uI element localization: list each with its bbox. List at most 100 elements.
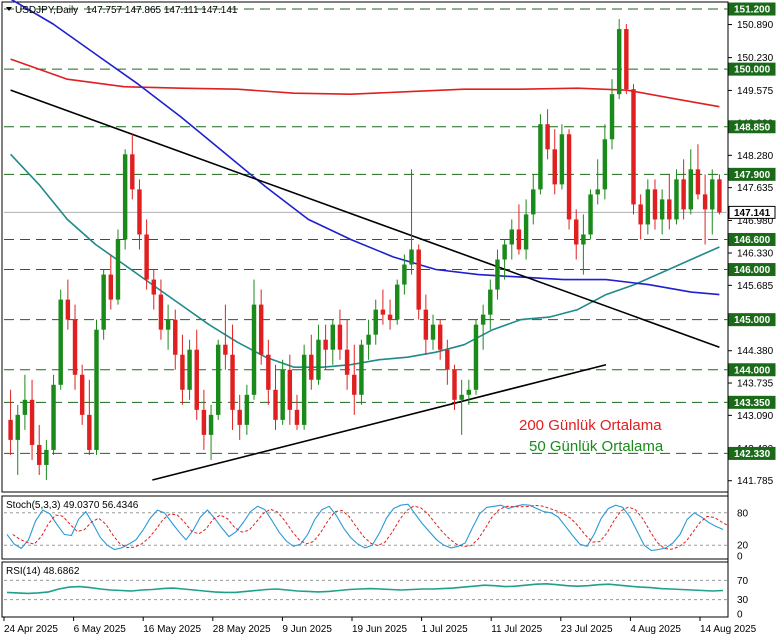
- candle: [581, 214, 586, 275]
- candle-body: [201, 409, 207, 435]
- dropdown-triangle-icon[interactable]: [6, 7, 12, 11]
- rsi-tick-label: 70: [737, 576, 749, 587]
- x-tick-label: 23 Jul 2025: [561, 624, 613, 635]
- candle-body: [101, 274, 106, 330]
- candle-body: [266, 354, 271, 390]
- candle: [502, 239, 507, 280]
- candle-body: [631, 89, 636, 205]
- candle-body: [674, 179, 679, 220]
- level-label-box: [728, 2, 776, 16]
- candle-body: [574, 219, 579, 245]
- candle: [602, 124, 608, 200]
- level-label-box: [728, 120, 776, 134]
- candle: [287, 354, 293, 425]
- candle: [409, 169, 414, 275]
- candle: [566, 129, 572, 230]
- rsi-panel: 70 30 0: [4, 576, 749, 621]
- candle-body: [395, 284, 400, 320]
- candle: [244, 384, 250, 435]
- candle-body: [158, 294, 164, 330]
- candle-body: [667, 199, 672, 220]
- candle-body: [151, 279, 156, 295]
- candle-body: [187, 349, 192, 390]
- candle-body: [58, 299, 63, 385]
- candle-body: [29, 399, 35, 445]
- candle-body: [144, 234, 149, 280]
- x-tick-label: 1 Jul 2025: [422, 624, 469, 635]
- candle-body: [531, 189, 536, 215]
- candle-body: [423, 309, 429, 340]
- candle: [495, 249, 500, 300]
- candle: [681, 159, 686, 220]
- candle: [37, 424, 42, 475]
- candle: [531, 174, 536, 225]
- level-label-box: [728, 363, 776, 377]
- candle: [645, 179, 651, 235]
- candle-body: [430, 324, 436, 340]
- candle: [15, 404, 20, 475]
- candle: [65, 279, 71, 330]
- candle: [387, 299, 393, 330]
- candle: [137, 179, 142, 250]
- candle: [144, 219, 149, 290]
- x-tick-label: 9 Jun 2025: [282, 624, 332, 635]
- candle-body: [137, 189, 142, 235]
- candle: [251, 279, 257, 400]
- candle-body: [473, 324, 479, 390]
- y-tick-label: 148.280: [737, 151, 774, 162]
- candle: [44, 439, 49, 480]
- y-tick-label: 141.785: [737, 476, 774, 487]
- candle-body: [710, 179, 715, 210]
- candle: [552, 129, 557, 195]
- candle-body: [65, 299, 71, 320]
- candle: [595, 159, 600, 205]
- candle: [609, 79, 615, 150]
- stoch-signal-line: [12, 504, 729, 550]
- candle: [72, 304, 78, 390]
- level-label: 145.000: [734, 315, 771, 326]
- candle-body: [15, 414, 20, 440]
- candle-body: [115, 239, 121, 300]
- level-label-box: [728, 313, 776, 327]
- candle: [87, 379, 92, 455]
- x-tick-label: 4 Aug 2025: [630, 624, 681, 635]
- candle: [165, 304, 171, 350]
- candle-body: [688, 169, 693, 210]
- level-label: 147.141: [734, 208, 771, 219]
- candle: [710, 169, 715, 235]
- candle: [624, 24, 629, 95]
- candle-body: [445, 349, 450, 370]
- candle-body: [595, 189, 600, 195]
- candle: [366, 319, 371, 360]
- candle: [173, 309, 178, 370]
- candle-body: [79, 374, 85, 415]
- candle: [359, 339, 364, 405]
- candle-body: [309, 354, 314, 380]
- candle-body: [538, 124, 543, 190]
- level-label-box: [728, 446, 776, 460]
- rsi-tick-label: 30: [737, 595, 749, 606]
- candle-body: [108, 274, 114, 300]
- candle-body: [402, 264, 407, 285]
- candle: [301, 344, 307, 430]
- x-tick-label: 19 Jun 2025: [352, 624, 407, 635]
- candle: [180, 334, 185, 405]
- candle: [122, 149, 128, 250]
- candle: [130, 134, 135, 200]
- y-tick-label: 150.890: [737, 20, 774, 31]
- candle-body: [94, 329, 99, 450]
- candle-body: [173, 319, 178, 355]
- candle: [523, 199, 529, 260]
- candle: [330, 319, 335, 365]
- candle-body: [523, 214, 529, 250]
- candle: [559, 124, 565, 190]
- candle: [373, 299, 378, 345]
- candle: [473, 319, 479, 395]
- candle-body: [352, 374, 357, 395]
- candle-body: [237, 409, 242, 425]
- candle-body: [459, 394, 464, 400]
- candle: [316, 324, 321, 385]
- candle: [445, 339, 450, 385]
- candle: [352, 344, 357, 415]
- candle: [337, 309, 343, 360]
